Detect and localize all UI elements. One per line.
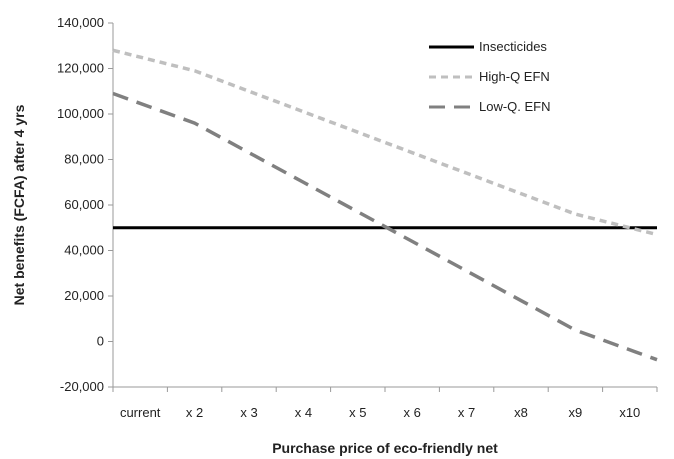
x-tick-label: x10	[619, 405, 640, 420]
y-tick-label: 0	[97, 334, 104, 349]
y-tick-label: 140,000	[57, 15, 104, 30]
y-axis-ticks: -20,000 0 20,000 40,000 60,000 80,000 100,000 1…	[57, 15, 113, 394]
legend-label: Low-Q. EFN	[479, 99, 551, 114]
y-axis-title: Net benefits (FCFA) after 4 yrs	[11, 104, 27, 305]
y-tick-label: -20,000	[60, 379, 104, 394]
y-tick-label: 80,000	[64, 152, 104, 167]
x-tick-label: x 5	[349, 405, 366, 420]
series-lines	[112, 48, 658, 362]
x-tick-label: x 4	[295, 405, 312, 420]
series-line-2	[112, 48, 658, 237]
x-tick-label: x9	[569, 405, 583, 420]
series-line-3	[112, 91, 658, 362]
x-tick-label: x 7	[458, 405, 475, 420]
y-tick-label: 120,000	[57, 61, 104, 76]
x-axis-ticks: current x 2 x 3 x 4 x 5 x 6 x 7 x8 x9 x10	[112, 387, 658, 420]
legend: Insecticides High-Q EFN Low-Q. EFN	[429, 39, 551, 114]
x-tick-label: x 2	[186, 405, 203, 420]
y-tick-label: 60,000	[64, 197, 104, 212]
x-tick-label: current	[120, 405, 161, 420]
x-tick-label: x 6	[404, 405, 421, 420]
legend-label: Insecticides	[479, 39, 547, 54]
x-tick-label: x 3	[240, 405, 257, 420]
x-tick-label: x8	[514, 405, 528, 420]
x-axis-title: Purchase price of eco-friendly net	[272, 440, 498, 456]
legend-label: High-Q EFN	[479, 69, 550, 84]
y-tick-label: 20,000	[64, 288, 104, 303]
y-tick-label: 100,000	[57, 106, 104, 121]
y-tick-label: 40,000	[64, 243, 104, 258]
